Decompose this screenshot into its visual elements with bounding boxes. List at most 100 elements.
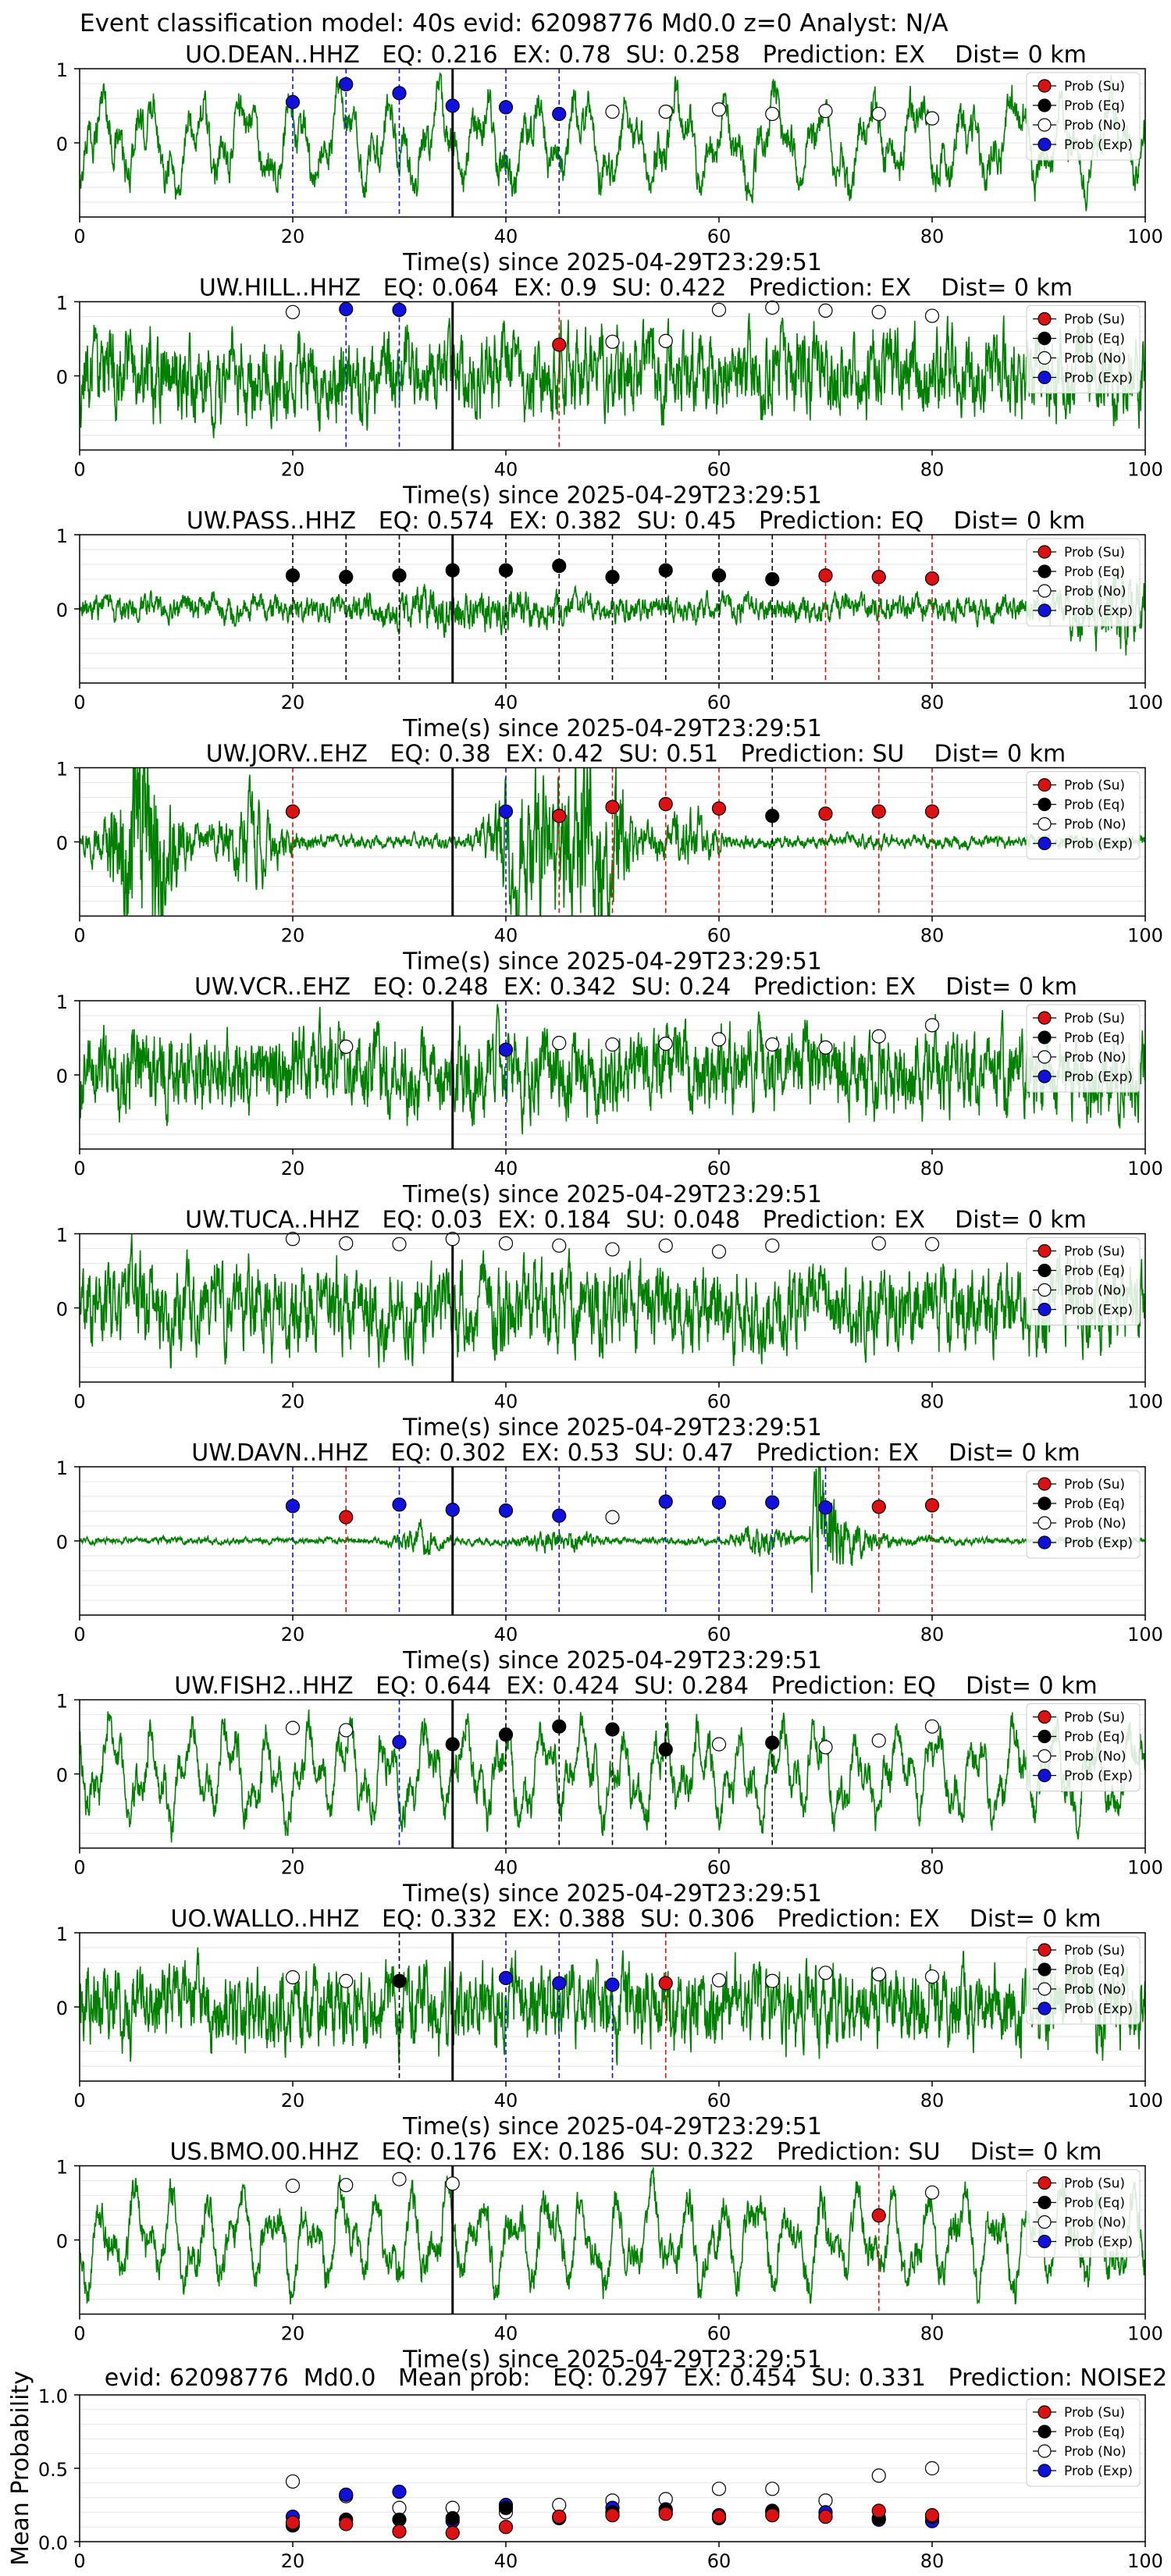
prob-point-eq bbox=[765, 571, 780, 587]
prob-point-exp bbox=[605, 1977, 620, 1992]
legend-marker-su bbox=[1038, 1011, 1052, 1025]
mean-point-su bbox=[498, 2520, 514, 2535]
legend-box bbox=[1026, 1237, 1141, 1325]
x-tick-label: 40 bbox=[494, 2323, 518, 2345]
x-axis-label: Time(s) since 2025-04-29T23:29:51 bbox=[402, 1880, 822, 1908]
legend-label-no: Prob (No) bbox=[1064, 2215, 1127, 2231]
x-tick-label: 20 bbox=[281, 459, 305, 481]
x-tick-label: 40 bbox=[494, 459, 518, 481]
prob-point-no bbox=[871, 1733, 886, 1748]
prob-point-su bbox=[658, 1976, 673, 1991]
prob-point-eq bbox=[658, 563, 673, 578]
prob-point-eq bbox=[605, 570, 620, 585]
legend-label-exp: Prob (Exp) bbox=[1064, 2235, 1133, 2250]
prob-point-exp bbox=[445, 98, 460, 113]
x-tick-label: 20 bbox=[281, 2323, 305, 2345]
y-tick-label: 0.0 bbox=[38, 2532, 68, 2554]
legend-marker-no bbox=[1038, 1982, 1052, 1996]
legend-marker-eq bbox=[1038, 98, 1052, 112]
waveform-trace bbox=[80, 313, 1145, 439]
prob-point-eq bbox=[498, 1727, 514, 1742]
prob-point-no bbox=[818, 1040, 833, 1055]
prob-point-su bbox=[658, 796, 673, 812]
prob-point-no bbox=[711, 102, 727, 117]
prob-point-exp bbox=[285, 1499, 301, 1514]
prob-point-eq bbox=[658, 1742, 673, 1757]
legend-label-eq: Prob (Eq) bbox=[1064, 1264, 1125, 1279]
legend-label-exp: Prob (Exp) bbox=[1064, 2001, 1133, 2017]
x-tick-label: 20 bbox=[281, 1624, 305, 1646]
panel-title: UW.VCR..EHZ EQ: 0.248 EX: 0.342 SU: 0.24… bbox=[194, 973, 1077, 1001]
waveform-trace bbox=[80, 1946, 1145, 2065]
prob-point-eq bbox=[765, 1735, 780, 1750]
x-tick-label: 60 bbox=[707, 2550, 731, 2572]
panel-uw-fish2--hhz: 0 20 40 60 80 100 1 0 UW.FISH2..HHZ EQ: 0.644 EX… bbox=[56, 1673, 1163, 1908]
y-axis-label: Mean Probability bbox=[7, 2371, 34, 2566]
panel-uw-hill--hhz: 0 20 40 60 80 100 1 0 UW.HILL..HHZ EQ: 0.064 EX:… bbox=[56, 275, 1163, 510]
x-tick-label: 100 bbox=[1127, 2550, 1163, 2572]
legend-label-su: Prob (Su) bbox=[1064, 1011, 1125, 1026]
prob-point-exp bbox=[498, 1042, 514, 1057]
prob-point-su bbox=[552, 809, 567, 824]
legend-marker-exp bbox=[1038, 137, 1052, 151]
legend-label-no: Prob (No) bbox=[1064, 2444, 1127, 2460]
x-tick-label: 0 bbox=[73, 2090, 85, 2112]
legend-label-eq: Prob (Eq) bbox=[1064, 1496, 1125, 1512]
prob-point-su bbox=[924, 571, 940, 586]
x-tick-label: 20 bbox=[281, 2090, 305, 2112]
legend-label-su: Prob (Su) bbox=[1064, 312, 1125, 328]
y-tick-label: 1 bbox=[56, 1923, 68, 1945]
prob-point-no bbox=[285, 1232, 301, 1247]
mean-point-exp bbox=[392, 2484, 407, 2500]
x-tick-label: 60 bbox=[707, 1857, 731, 1879]
x-tick-label: 100 bbox=[1127, 1158, 1163, 1179]
legend-marker-eq bbox=[1038, 564, 1052, 578]
prob-point-su bbox=[924, 1498, 940, 1513]
prob-point-no bbox=[339, 1236, 354, 1251]
legend-marker-su bbox=[1038, 311, 1052, 326]
legend-marker-exp bbox=[1038, 1069, 1052, 1083]
legend-label-su: Prob (Su) bbox=[1064, 1244, 1125, 1260]
legend-label-no: Prob (No) bbox=[1064, 1283, 1127, 1299]
x-axis-label: Time(s) since 2025-04-29T23:29:51 bbox=[402, 1647, 822, 1674]
prob-point-su bbox=[818, 806, 833, 821]
prob-point-su bbox=[871, 804, 886, 819]
y-tick-label: 1 bbox=[56, 2157, 68, 2179]
legend-marker-su bbox=[1038, 1244, 1052, 1258]
prob-point-no bbox=[924, 308, 940, 323]
mean-point-no bbox=[285, 2474, 301, 2489]
x-tick-label: 20 bbox=[281, 1857, 305, 1879]
mean-point-no bbox=[711, 2482, 727, 2496]
prob-point-exp bbox=[392, 1735, 407, 1749]
legend-box bbox=[1026, 1004, 1141, 1093]
x-tick-label: 80 bbox=[920, 925, 945, 947]
legend-box bbox=[1026, 72, 1141, 161]
prob-point-exp bbox=[285, 94, 301, 109]
x-tick-label: 60 bbox=[707, 226, 731, 247]
prob-point-no bbox=[605, 334, 620, 349]
mean-point-su bbox=[605, 2508, 620, 2523]
legend-marker-no bbox=[1038, 1283, 1052, 1297]
prob-point-eq bbox=[339, 570, 354, 585]
legend-label-su: Prob (Su) bbox=[1064, 79, 1125, 94]
legend-label-eq: Prob (Eq) bbox=[1064, 1030, 1125, 1046]
x-tick-label: 100 bbox=[1127, 459, 1163, 481]
x-tick-label: 100 bbox=[1127, 2090, 1163, 2112]
prob-point-eq bbox=[552, 558, 567, 574]
legend-marker-no bbox=[1038, 350, 1052, 365]
waveform-trace bbox=[80, 72, 1145, 212]
mean-point-no bbox=[765, 2482, 780, 2496]
prob-point-no bbox=[818, 303, 833, 318]
legend-marker-eq bbox=[1038, 1962, 1052, 1976]
mean-point-su bbox=[818, 2509, 833, 2524]
legend-marker-no bbox=[1038, 2444, 1052, 2458]
prob-point-su bbox=[871, 2208, 886, 2223]
prob-point-exp bbox=[445, 1502, 460, 1517]
prob-point-no bbox=[871, 1236, 886, 1251]
x-tick-label: 100 bbox=[1127, 1624, 1163, 1646]
y-tick-label: 0 bbox=[56, 1998, 68, 2019]
prob-point-no bbox=[924, 1719, 940, 1734]
legend-marker-su bbox=[1038, 79, 1052, 93]
x-tick-label: 60 bbox=[707, 459, 731, 481]
legend-label-no: Prob (No) bbox=[1064, 351, 1127, 367]
